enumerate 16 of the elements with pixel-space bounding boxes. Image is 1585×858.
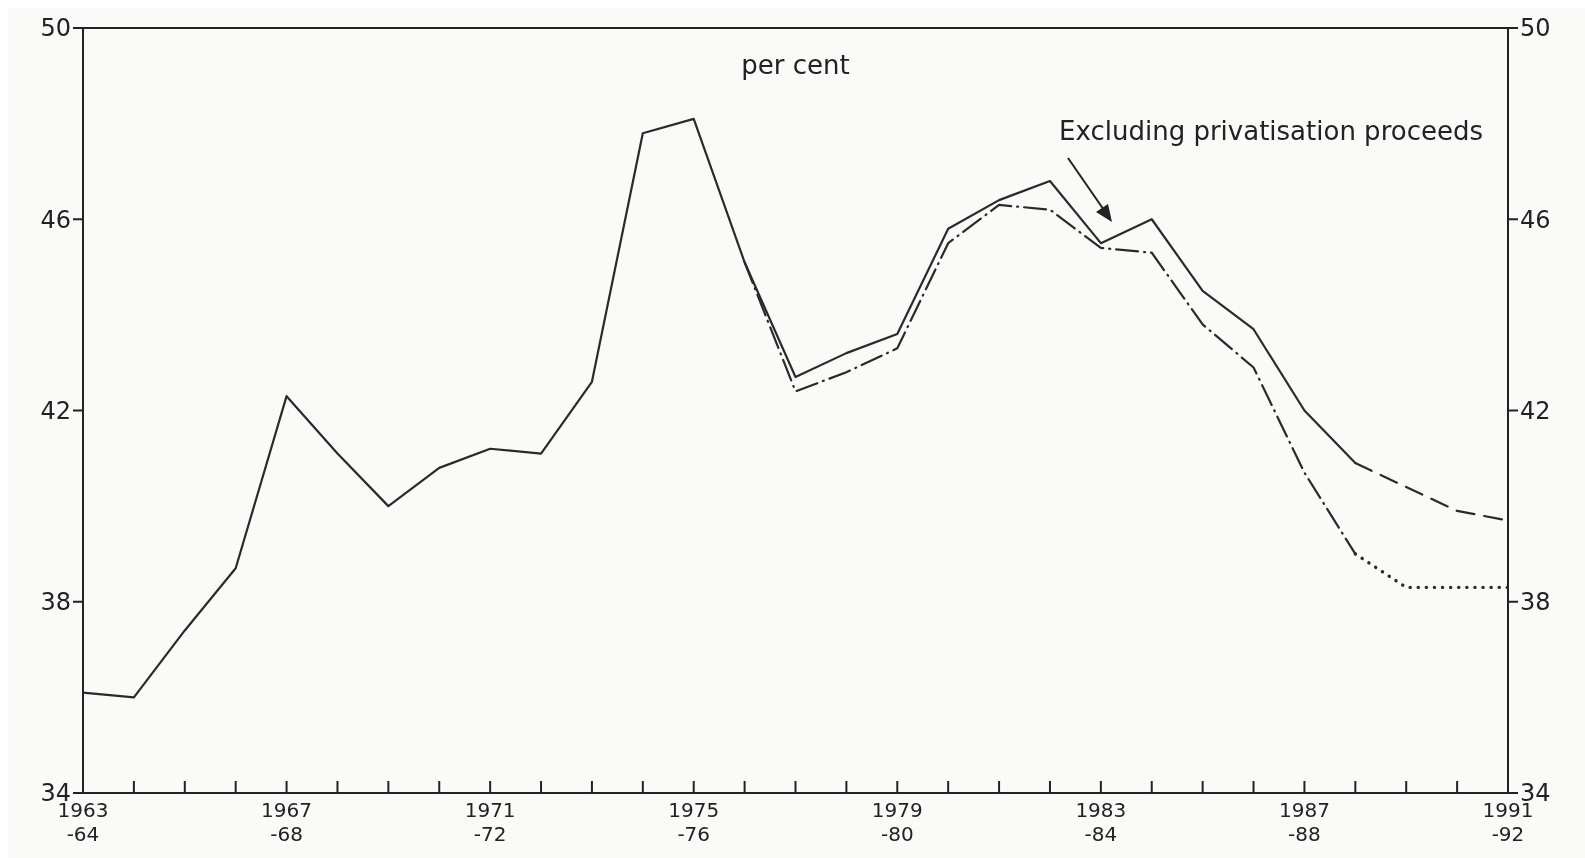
- annotation: Excluding privatisation proceeds: [1059, 116, 1483, 146]
- x-tick-label: 1979 -80: [871, 798, 923, 846]
- y-tick-label: 38: [40, 588, 71, 617]
- x-tick-label: 1987 -88: [1278, 798, 1330, 846]
- y2-tick-label: 38: [1520, 588, 1551, 617]
- y-axis-title: per cent: [741, 50, 850, 80]
- y-tick-label: 50: [40, 14, 71, 43]
- y-tick-label: 42: [40, 396, 71, 425]
- y2-tick-label: 46: [1520, 205, 1551, 234]
- x-tick-label: 1975 -76: [668, 798, 720, 846]
- y-tick-label: 46: [40, 205, 71, 234]
- x-tick-label: 1967 -68: [261, 798, 313, 846]
- x-tick-label: 1983 -84: [1075, 798, 1127, 846]
- y2-tick-label: 42: [1520, 396, 1551, 425]
- y2-tick-label: 50: [1520, 14, 1551, 43]
- x-tick-label: 1971 -72: [464, 798, 516, 846]
